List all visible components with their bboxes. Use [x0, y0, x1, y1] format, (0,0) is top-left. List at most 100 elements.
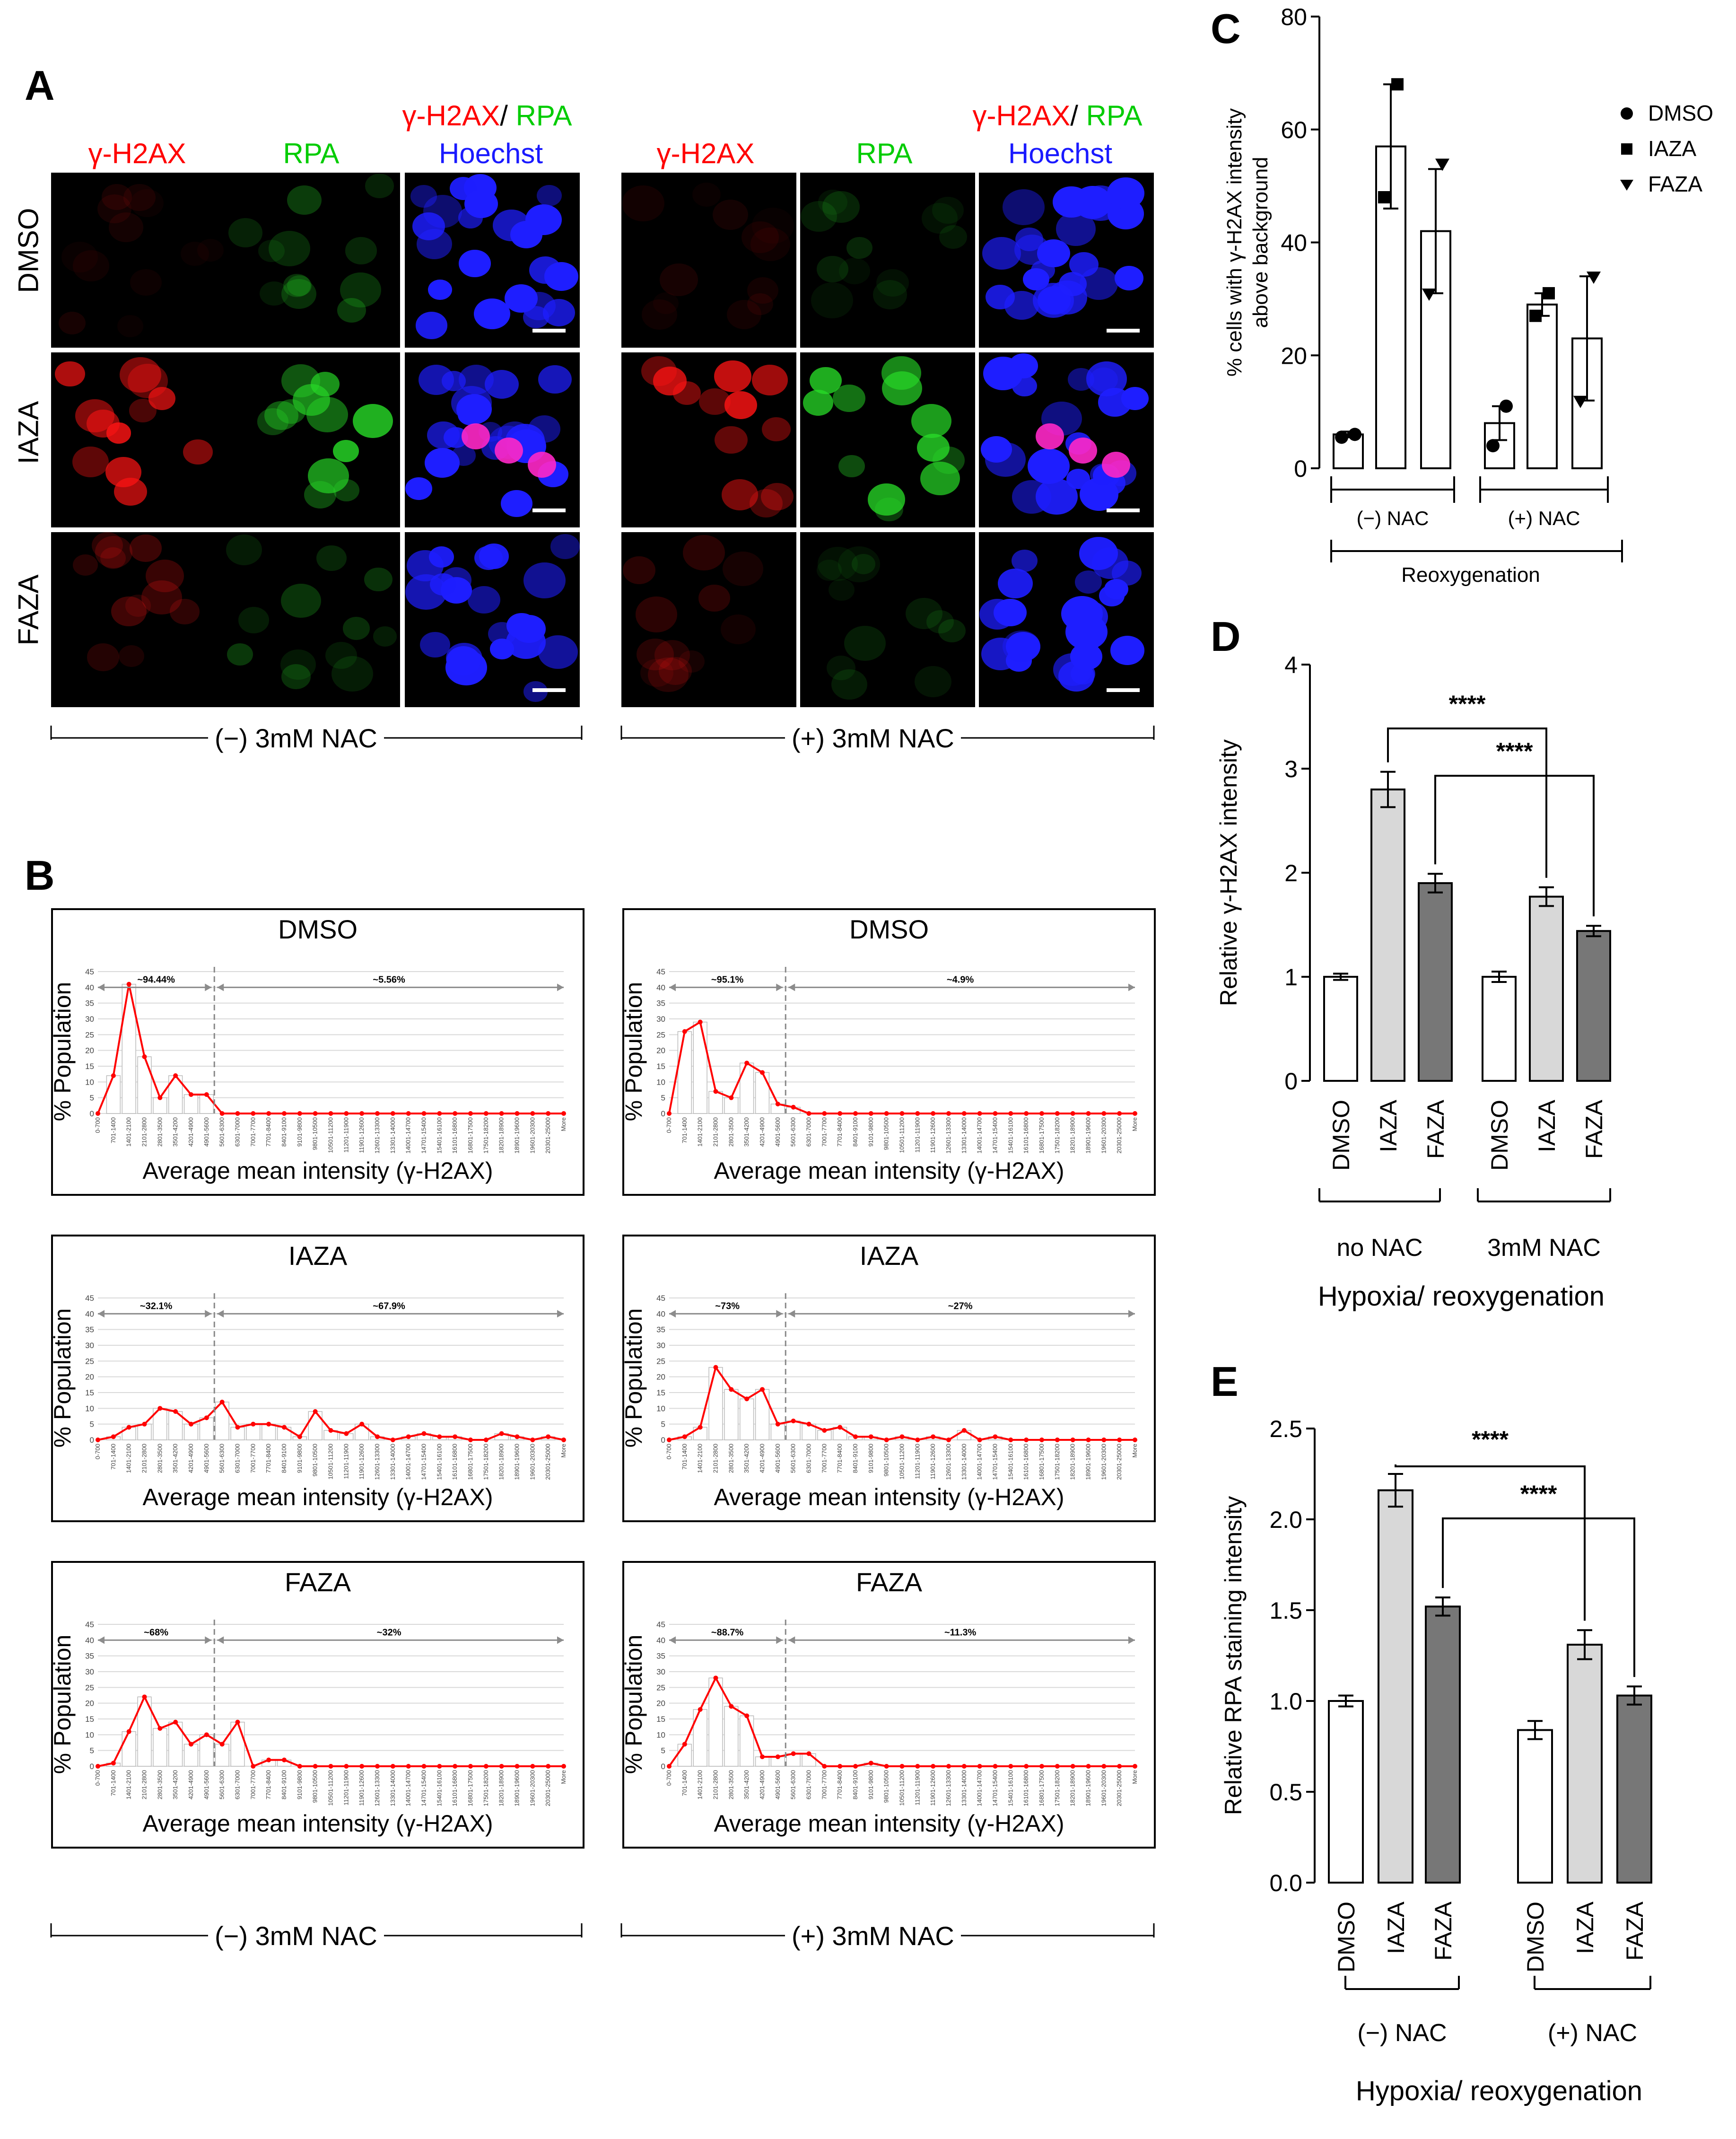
bin-label: 14701-15400 — [992, 1117, 999, 1154]
bin-label: 12601-13300 — [945, 1770, 952, 1806]
bin-label: 15401-16100 — [436, 1444, 443, 1480]
bin-label: 7701-8400 — [836, 1117, 843, 1147]
nucleus-blob — [1065, 614, 1108, 650]
micrograph-tile — [225, 352, 400, 527]
bin-label: 9801-10500 — [883, 1117, 890, 1150]
panel-a-group-left: (−) 3mM NAC — [208, 723, 384, 754]
nucleus-blob — [828, 579, 855, 601]
nucleus-blob — [826, 655, 855, 680]
scale-bar — [1107, 688, 1140, 692]
nucleus-blob — [373, 626, 397, 647]
bin-label: 14701-15400 — [992, 1770, 999, 1806]
nucleus-blob — [287, 275, 312, 296]
histogram-point — [1070, 1438, 1075, 1442]
histogram-point — [682, 1434, 687, 1439]
histogram-point — [822, 1428, 827, 1433]
x-tick-label: DMSO — [1522, 1902, 1549, 1972]
arrow-head — [788, 1636, 795, 1644]
histogram-point — [1070, 1111, 1075, 1116]
y-tick-label: 20 — [656, 1373, 665, 1382]
histogram-point — [126, 1729, 131, 1734]
bin-label: 19601-20300 — [529, 1770, 536, 1806]
bin-label: 3501-4200 — [743, 1444, 750, 1473]
bin-label: 8401-9100 — [852, 1117, 859, 1147]
histogram-point — [96, 1764, 100, 1769]
histogram-point — [189, 1421, 193, 1427]
nucleus-blob — [1110, 636, 1145, 665]
histogram-point — [961, 1111, 967, 1116]
nucleus-blob — [493, 210, 530, 241]
bin-label: 2801-3500 — [727, 1444, 734, 1473]
nucleus-blob — [257, 408, 288, 435]
histogram-point — [204, 1732, 209, 1737]
bin-label: 16101-16800 — [451, 1770, 458, 1806]
y-tick-label: 20 — [656, 1699, 665, 1708]
micrograph-tile — [405, 173, 580, 348]
bin-label: 17501-18200 — [482, 1770, 489, 1806]
y-tick-label: 40 — [85, 983, 94, 992]
nucleus-blob — [276, 399, 305, 424]
y-tick-label: 45 — [85, 967, 94, 976]
bin-label: 3501-4200 — [743, 1770, 750, 1799]
histogram-point — [126, 1425, 131, 1430]
histogram-point — [266, 1757, 271, 1762]
bin-label: 16801-17500 — [1038, 1770, 1045, 1806]
histogram-point — [1086, 1438, 1091, 1442]
nucleus-blob — [1067, 368, 1094, 391]
histogram-point — [698, 1425, 703, 1430]
bin-label: 2101-2800 — [141, 1770, 148, 1799]
histogram-bar — [740, 1398, 754, 1440]
histogram-title: DMSO — [278, 914, 358, 944]
nucleus-blob — [87, 409, 120, 438]
bin-label: 9801-10500 — [883, 1444, 890, 1476]
nucleus-blob — [622, 185, 664, 221]
panel-e-letter: E — [1211, 1358, 1239, 1405]
nucleus-blob — [747, 293, 774, 316]
y-tick-label: 40 — [85, 1636, 94, 1645]
histogram-box: FAZA% Population Average mean intensity (… — [49, 1561, 584, 1849]
bin-label: 4201-4900 — [187, 1117, 194, 1147]
left-percentage: ~94.44% — [137, 974, 175, 985]
bin-label: 3501-4200 — [743, 1117, 750, 1147]
nucleus-blob — [148, 386, 175, 410]
arrow-head — [1128, 983, 1135, 991]
nucleus-blob — [429, 546, 454, 568]
bin-label: 10501-11200 — [327, 1770, 334, 1806]
bin-label: 14001-14700 — [405, 1444, 412, 1480]
micrograph-tile — [225, 173, 400, 348]
nucleus-blob — [111, 596, 147, 627]
nucleus-blob — [479, 544, 509, 569]
right-percentage: ~4.9% — [947, 974, 974, 985]
y-tick-label: 15 — [656, 1715, 665, 1724]
histogram-point — [530, 1111, 535, 1116]
y-tick-label: 40 — [1281, 230, 1307, 256]
merged-signal-blob — [1069, 438, 1097, 464]
bin-label: 18201-18900 — [498, 1444, 505, 1480]
histogram-point — [189, 1742, 193, 1747]
y-tick-label: 20 — [85, 1373, 94, 1382]
nucleus-blob — [410, 184, 437, 208]
bin-label: 4901-5600 — [774, 1117, 781, 1147]
x-tick-label: IAZA — [1375, 1099, 1402, 1152]
data-point-iaza — [1543, 287, 1555, 299]
nucleus-blob — [100, 547, 126, 570]
nucleus-blob — [742, 221, 779, 254]
arrow-head — [205, 1636, 212, 1644]
y-axis-label: Relative RPA staining intensity — [1220, 1496, 1247, 1815]
bin-label: 0-700 — [94, 1117, 101, 1133]
nucleus-blob — [752, 365, 788, 395]
arrow-head — [669, 1636, 676, 1644]
nucleus-blob — [325, 641, 358, 669]
bin-label: 17501-18200 — [1054, 1770, 1061, 1806]
nucleus-blob — [816, 255, 848, 283]
y-tick-label: 20 — [656, 1046, 665, 1055]
histogram-svg: 0 5 10 15 20 25 30 35 40 45 0-700 701-1400 1401-2100… — [85, 1293, 567, 1480]
histogram-point — [1086, 1111, 1091, 1116]
bin-label: 4201-4900 — [759, 1117, 766, 1147]
arrow-head — [557, 1636, 564, 1644]
histogram-title: FAZA — [284, 1567, 351, 1597]
bin-label: 4901-5600 — [774, 1444, 781, 1473]
bin-label: 18201-18900 — [498, 1117, 505, 1154]
nucleus-blob — [906, 597, 943, 629]
bin-label: 15401-16100 — [1007, 1770, 1014, 1806]
